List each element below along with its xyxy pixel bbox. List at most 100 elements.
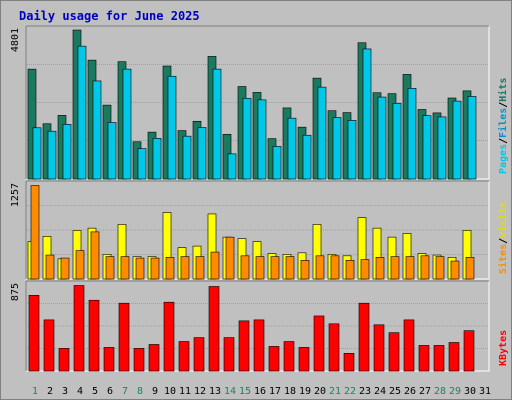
sites-bar [435, 256, 445, 280]
sites-bar [60, 257, 70, 280]
y-max-label-visits-sites: 1257 [10, 183, 21, 207]
files-bar [62, 124, 72, 180]
files-bar [317, 86, 327, 180]
kbytes-bar [358, 302, 370, 372]
sites-bar [135, 257, 145, 280]
files-bar [452, 100, 462, 180]
x-tick-label: 11 [179, 386, 191, 397]
legend-entry: Pages [498, 144, 509, 174]
sites-bar [90, 231, 100, 280]
x-tick-label: 22 [344, 386, 356, 397]
x-tick-label: 28 [434, 386, 446, 397]
sites-bar [120, 256, 130, 280]
files-bar [377, 96, 387, 180]
sites-bar [360, 259, 370, 280]
legend-entry: / [498, 102, 509, 108]
x-tick-label: 29 [449, 386, 461, 397]
files-bar [107, 122, 117, 180]
x-tick-label: 3 [62, 386, 68, 397]
legend-kbytes: KBytes [498, 330, 509, 366]
kbytes-bar [88, 299, 100, 372]
files-bar [437, 116, 447, 180]
sites-bar [300, 260, 310, 280]
kbytes-bar [403, 319, 415, 372]
kbytes-bar [448, 342, 460, 372]
sites-bar [45, 254, 55, 280]
x-tick-label: 1 [32, 386, 38, 397]
y-max-label-hits-files-pages: 4801 [10, 28, 21, 52]
files-bar [167, 75, 177, 180]
kbytes-bar [463, 330, 475, 372]
chart-title: Daily usage for June 2025 [19, 9, 200, 23]
kbytes-bar [433, 345, 445, 372]
hits-bar [27, 68, 37, 180]
kbytes-bar [388, 332, 400, 372]
sites-bar [450, 260, 460, 280]
files-bar [47, 130, 57, 180]
sites-bar [390, 256, 400, 280]
legend-entry: KBytes [498, 330, 509, 366]
sites-bar [255, 256, 265, 280]
files-bar [332, 117, 342, 180]
sites-bar [285, 256, 295, 280]
files-bar [212, 68, 222, 180]
kbytes-bar [298, 347, 310, 372]
files-bar [92, 80, 102, 180]
kbytes-bar [253, 319, 265, 372]
files-bar [182, 135, 192, 180]
legend-entry: Files [497, 108, 509, 138]
sites-bar [270, 256, 280, 280]
kbytes-bar [283, 341, 295, 372]
x-tick-label: 19 [299, 386, 311, 397]
legend-entry: / [498, 138, 509, 144]
files-bar [347, 120, 357, 180]
sites-bar [240, 255, 250, 280]
sites-bar [420, 255, 430, 280]
files-bar [467, 96, 477, 180]
x-tick-label: 5 [92, 386, 98, 397]
kbytes-bar [28, 295, 40, 372]
sites-bar [465, 257, 475, 280]
kbytes-bar [43, 319, 55, 372]
kbytes-bar [343, 353, 355, 372]
legend-visits-sites: Sites/Visits [497, 202, 509, 274]
x-tick-label: 13 [209, 386, 221, 397]
files-bar [407, 88, 417, 180]
x-tick-label: 9 [152, 386, 158, 397]
files-bar [137, 148, 147, 180]
sites-bar [195, 256, 205, 280]
x-tick-label: 8 [137, 386, 143, 397]
x-tick-label: 16 [254, 386, 266, 397]
x-tick-label: 26 [404, 386, 416, 397]
sites-bar [375, 257, 385, 280]
sites-bar [330, 255, 340, 280]
files-bar [422, 115, 432, 180]
x-tick-label: 12 [194, 386, 206, 397]
x-tick-label: 6 [107, 386, 113, 397]
x-tick-label: 18 [284, 386, 296, 397]
x-tick-label: 25 [389, 386, 401, 397]
x-tick-label: 24 [374, 386, 386, 397]
files-bar [32, 127, 42, 180]
kbytes-bar [313, 315, 325, 372]
legend-entry: Hits [497, 78, 509, 102]
kbytes-bar [163, 301, 175, 372]
files-bar [122, 68, 132, 180]
kbytes-bar [133, 348, 145, 372]
files-bar [227, 153, 237, 180]
sites-bar [210, 251, 220, 280]
kbytes-bar [373, 324, 385, 372]
files-bar [197, 127, 207, 180]
y-max-label-kbytes: 875 [10, 283, 21, 301]
legend-hits-files-pages: Pages/Files/Hits [497, 78, 509, 174]
files-bar [287, 117, 297, 180]
kbytes-bar [268, 346, 280, 372]
sites-bar [75, 250, 85, 280]
files-bar [77, 45, 87, 180]
x-tick-label: 15 [239, 386, 251, 397]
sites-bar [150, 257, 160, 280]
files-bar [152, 138, 162, 180]
x-tick-label: 20 [314, 386, 326, 397]
